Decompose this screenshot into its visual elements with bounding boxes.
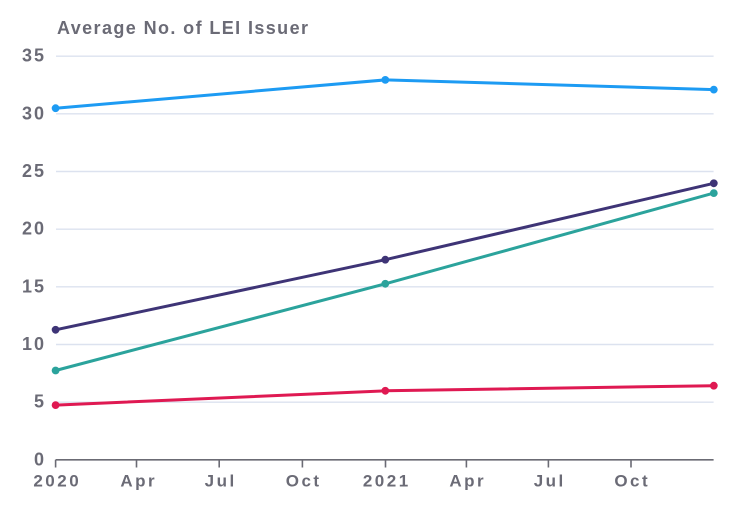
svg-text:25: 25 <box>22 161 46 181</box>
svg-text:5: 5 <box>34 392 46 412</box>
svg-text:Jul: Jul <box>534 472 566 491</box>
svg-text:20: 20 <box>22 219 46 239</box>
svg-text:2021: 2021 <box>363 472 411 491</box>
svg-text:Oct: Oct <box>614 472 650 491</box>
svg-text:15: 15 <box>22 276 46 296</box>
svg-text:0: 0 <box>34 449 46 469</box>
svg-text:10: 10 <box>22 334 46 354</box>
svg-text:30: 30 <box>22 103 46 123</box>
svg-text:2020: 2020 <box>33 472 81 491</box>
svg-text:Apr: Apr <box>120 472 157 491</box>
svg-text:Apr: Apr <box>449 472 486 491</box>
svg-text:Jul: Jul <box>205 472 237 491</box>
svg-text:Oct: Oct <box>286 472 322 491</box>
svg-text:35: 35 <box>22 46 46 66</box>
svg-text:Average No. of LEI Issuer: Average No. of LEI Issuer <box>57 18 309 38</box>
